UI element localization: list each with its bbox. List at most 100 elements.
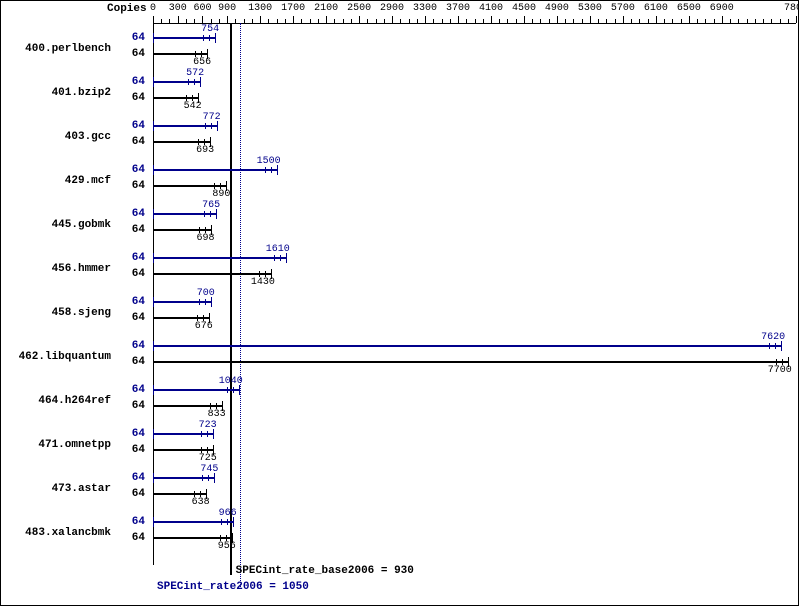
x-axis-tick — [227, 16, 228, 23]
benchmark-name: 456.hmmer — [3, 263, 111, 275]
x-axis-tick-label: 1300 — [247, 3, 273, 14]
bar-base-start-cap — [153, 93, 154, 103]
x-axis-tick-label: 6100 — [643, 3, 669, 14]
benchmark-name: 400.perlbench — [3, 43, 111, 55]
bar-base — [153, 229, 211, 231]
x-axis-tick — [277, 19, 278, 23]
x-axis-tick-label: 3300 — [412, 3, 438, 14]
copies-base: 64 — [113, 224, 145, 236]
x-axis-tick — [656, 16, 657, 23]
bar-peak-tick — [207, 431, 208, 437]
x-axis-tick-label: 3700 — [445, 3, 471, 14]
x-axis-tick — [260, 16, 261, 23]
x-axis-tick-label: 7800 — [783, 3, 799, 14]
x-axis-tick — [211, 19, 212, 23]
x-axis-tick — [219, 19, 220, 23]
x-axis-tick — [697, 19, 698, 23]
bar-base — [153, 449, 213, 451]
x-axis-tick — [540, 19, 541, 23]
x-axis-tick — [639, 19, 640, 23]
x-axis-tick — [755, 19, 756, 23]
x-axis-tick — [796, 16, 797, 23]
x-axis-tick-label: 1700 — [280, 3, 306, 14]
value-label-base: 1430 — [251, 277, 275, 288]
copies-base: 64 — [113, 48, 145, 60]
bar-base-start-cap — [153, 357, 154, 367]
x-axis-tick-label: 600 — [192, 3, 212, 14]
bar-peak — [153, 213, 216, 215]
x-axis-tick — [763, 19, 764, 23]
value-label-base: 638 — [192, 497, 210, 508]
ref-label-base: SPECint_rate_base2006 = 930 — [236, 565, 414, 577]
x-axis-tick — [590, 16, 591, 23]
x-axis-tick — [417, 19, 418, 23]
benchmark-name: 483.xalancbmk — [3, 527, 111, 539]
bar-peak-tick — [194, 79, 195, 85]
x-axis-tick-label: 5300 — [577, 3, 603, 14]
x-axis-tick — [738, 19, 739, 23]
x-axis-tick — [788, 19, 789, 23]
bar-peak-tick — [265, 167, 266, 173]
x-axis-tick — [392, 16, 393, 23]
x-axis-tick — [450, 19, 451, 23]
value-label-base: 890 — [212, 189, 230, 200]
x-axis-tick — [343, 19, 344, 23]
bar-base-start-cap — [153, 489, 154, 499]
value-label-peak: 754 — [201, 24, 219, 35]
x-axis-tick — [730, 19, 731, 23]
x-axis-tick — [367, 19, 368, 23]
bar-base-start-cap — [153, 445, 154, 455]
bar-base — [153, 361, 788, 363]
x-axis-tick — [466, 19, 467, 23]
x-axis-tick — [359, 16, 360, 23]
bar-peak-tick — [775, 343, 776, 349]
x-axis-tick-label: 2900 — [379, 3, 405, 14]
copies-peak: 64 — [113, 76, 145, 88]
x-axis-line — [153, 23, 796, 24]
x-axis-tick-label: 4500 — [511, 3, 537, 14]
bar-peak — [153, 477, 214, 479]
x-axis-tick — [689, 16, 690, 23]
copies-base: 64 — [113, 532, 145, 544]
bar-peak-tick — [205, 123, 206, 129]
bar-peak — [153, 125, 217, 127]
x-axis-tick — [722, 16, 723, 23]
ref-line-peak — [240, 23, 241, 589]
bar-peak-tick — [271, 167, 272, 173]
x-axis-tick — [631, 19, 632, 23]
value-label-peak: 572 — [186, 68, 204, 79]
bar-base — [153, 405, 222, 407]
x-axis-tick — [293, 16, 294, 23]
value-label-peak: 1610 — [266, 244, 290, 255]
copies-peak: 64 — [113, 208, 145, 220]
benchmark-name: 473.astar — [3, 483, 111, 495]
bar-peak-start-cap — [153, 385, 154, 395]
copies-base: 64 — [113, 356, 145, 368]
bar-peak-tick — [201, 431, 202, 437]
x-axis-tick — [623, 16, 624, 23]
x-axis-tick — [615, 19, 616, 23]
x-axis-tick — [153, 16, 154, 23]
x-axis-tick — [475, 19, 476, 23]
value-label-base: 693 — [196, 145, 214, 156]
x-axis-tick — [202, 16, 203, 23]
bar-peak — [153, 37, 215, 39]
bar-peak-tick — [205, 299, 206, 305]
bar-base-start-cap — [153, 181, 154, 191]
copies-peak: 64 — [113, 164, 145, 176]
x-axis-tick — [409, 19, 410, 23]
value-label-peak: 966 — [219, 508, 237, 519]
benchmark-name: 403.gcc — [3, 131, 111, 143]
bar-base — [153, 53, 207, 55]
x-axis-tick — [565, 19, 566, 23]
benchmark-name: 464.h264ref — [3, 395, 111, 407]
bar-base-start-cap — [153, 401, 154, 411]
x-axis-tick — [326, 16, 327, 23]
bar-peak — [153, 301, 211, 303]
bar-peak — [153, 433, 213, 435]
x-axis-tick — [458, 16, 459, 23]
x-axis-tick-label: 900 — [217, 3, 237, 14]
bar-base-start-cap — [153, 313, 154, 323]
spec-rate-chart: Copies0300600900130017002100250029003300… — [0, 0, 799, 606]
value-label-base: 833 — [208, 409, 226, 420]
